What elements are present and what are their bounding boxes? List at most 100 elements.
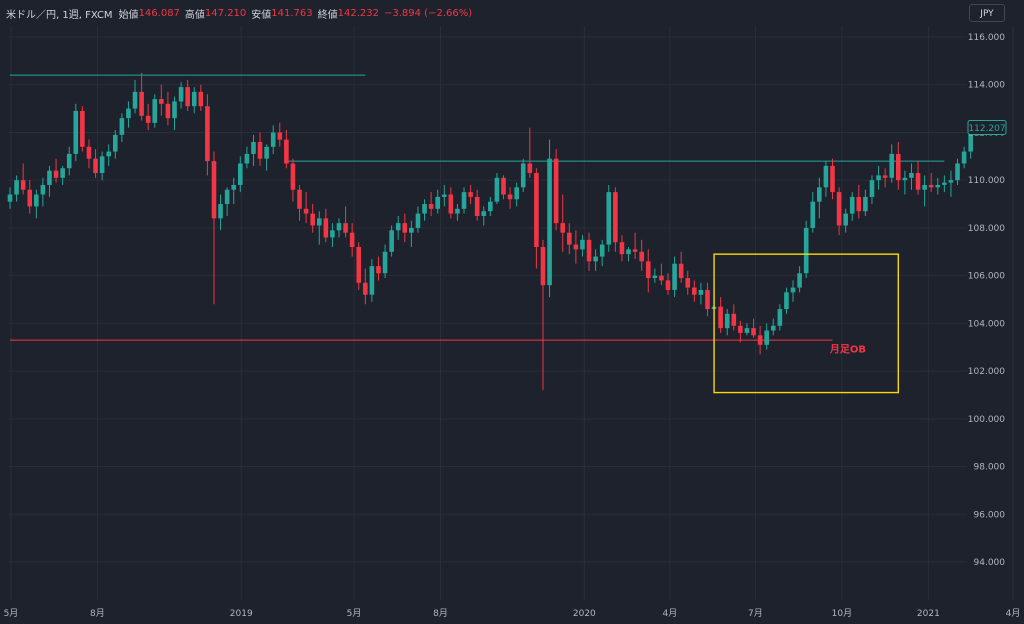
- candle-body: [652, 275, 658, 279]
- candle-body: [211, 161, 217, 219]
- candle-body: [718, 306, 723, 329]
- candle-body: [323, 218, 329, 238]
- symbol-header: 米ドル／円, 1週, FXCM 始値 146.087 高値 147.210 安値…: [6, 5, 472, 21]
- candle-body: [80, 110, 85, 147]
- candle-body: [764, 330, 769, 345]
- candle-body: [639, 251, 644, 262]
- candle-body: [810, 201, 816, 228]
- candle-body: [119, 118, 125, 135]
- candle-body: [376, 266, 381, 274]
- x-tick-label: 2020: [573, 609, 596, 619]
- candle-body: [395, 223, 401, 231]
- x-tick-label: 8月: [90, 608, 105, 619]
- candle-body: [218, 204, 223, 219]
- currency-button[interactable]: JPY: [969, 4, 1005, 22]
- highlight-box: [713, 253, 900, 394]
- open-label: 始値: [118, 9, 139, 21]
- last-price-tag: [967, 120, 1007, 136]
- candle-body: [7, 194, 13, 202]
- candle-body: [178, 87, 184, 102]
- candle-body: [455, 208, 460, 214]
- candle-body: [843, 213, 848, 226]
- candle-body: [856, 196, 862, 212]
- candle-body: [692, 287, 697, 295]
- candle-body: [257, 142, 263, 159]
- candle-body: [540, 247, 546, 286]
- candle-body: [185, 87, 190, 107]
- candle-body: [698, 289, 704, 295]
- y-tick-label: 116.000: [968, 33, 1005, 43]
- candle-body: [330, 230, 335, 238]
- candle-body: [336, 223, 342, 231]
- candle-body: [448, 194, 454, 214]
- candle-body: [784, 292, 789, 310]
- candle-body: [836, 192, 842, 226]
- candle-body: [422, 204, 427, 214]
- x-tick-label: 10月: [832, 608, 852, 619]
- candle-body: [902, 177, 908, 181]
- low-label: 安値: [251, 9, 272, 21]
- x-tick-label: 5月: [347, 608, 362, 619]
- candle-body: [297, 189, 302, 209]
- candle-body: [507, 194, 513, 200]
- candle-body: [415, 213, 421, 228]
- candle-body: [73, 110, 79, 154]
- candle-body: [86, 146, 92, 159]
- candle-body: [514, 187, 519, 200]
- candle-body: [165, 103, 171, 119]
- candle-body: [303, 208, 309, 214]
- candle-body: [889, 153, 895, 178]
- candle-body: [402, 223, 408, 233]
- candle-body: [34, 194, 39, 207]
- candle-body: [277, 132, 283, 140]
- x-tick-label: 8月: [433, 608, 448, 619]
- candle-body: [659, 275, 664, 281]
- candle-body: [224, 189, 230, 205]
- candle-body: [803, 227, 809, 274]
- candle-body: [935, 184, 941, 188]
- candle-body: [869, 180, 875, 197]
- candle-body: [363, 282, 368, 295]
- candle-body: [290, 163, 296, 190]
- candle-body: [310, 213, 315, 226]
- candle-body: [251, 142, 256, 154]
- candle-body: [494, 177, 500, 202]
- symbol-title[interactable]: 米ドル／円, 1週, FXCM: [6, 9, 113, 21]
- candle-body: [145, 115, 151, 123]
- candle-body: [606, 192, 612, 245]
- candle-body: [882, 175, 888, 178]
- candle-body: [132, 91, 138, 109]
- candle-body: [527, 163, 533, 174]
- candle-body: [863, 196, 868, 212]
- candle-body: [790, 287, 796, 293]
- candle-body: [665, 280, 671, 290]
- annotation-label: 月足OB: [829, 344, 866, 356]
- change-value: −3.894 (−2.66%): [384, 7, 473, 19]
- candle-body: [47, 170, 52, 185]
- x-tick-label: 4月: [1006, 608, 1021, 619]
- candle-body: [685, 278, 691, 288]
- candle-body: [106, 151, 111, 157]
- candle-body: [961, 151, 967, 164]
- candle-body: [238, 163, 243, 185]
- candle-body: [567, 232, 572, 245]
- y-tick-label: 104.000: [968, 319, 1005, 329]
- x-tick-label: 4月: [663, 608, 678, 619]
- candle-body: [738, 325, 743, 333]
- candle-body: [468, 192, 473, 197]
- y-tick-label: 100.000: [968, 415, 1005, 425]
- candle-body: [849, 196, 855, 214]
- close-value: 142.232: [337, 7, 379, 19]
- candle-body: [573, 244, 579, 250]
- candle-body: [441, 194, 447, 197]
- candle-body: [126, 108, 131, 119]
- candle-body: [270, 132, 276, 147]
- close-label: 終値: [317, 9, 338, 21]
- candle-body: [922, 184, 927, 190]
- candle-body: [461, 192, 467, 209]
- low-value: 141.763: [271, 7, 313, 19]
- y-tick-label: 102.000: [968, 367, 1005, 377]
- candle-body: [356, 247, 362, 283]
